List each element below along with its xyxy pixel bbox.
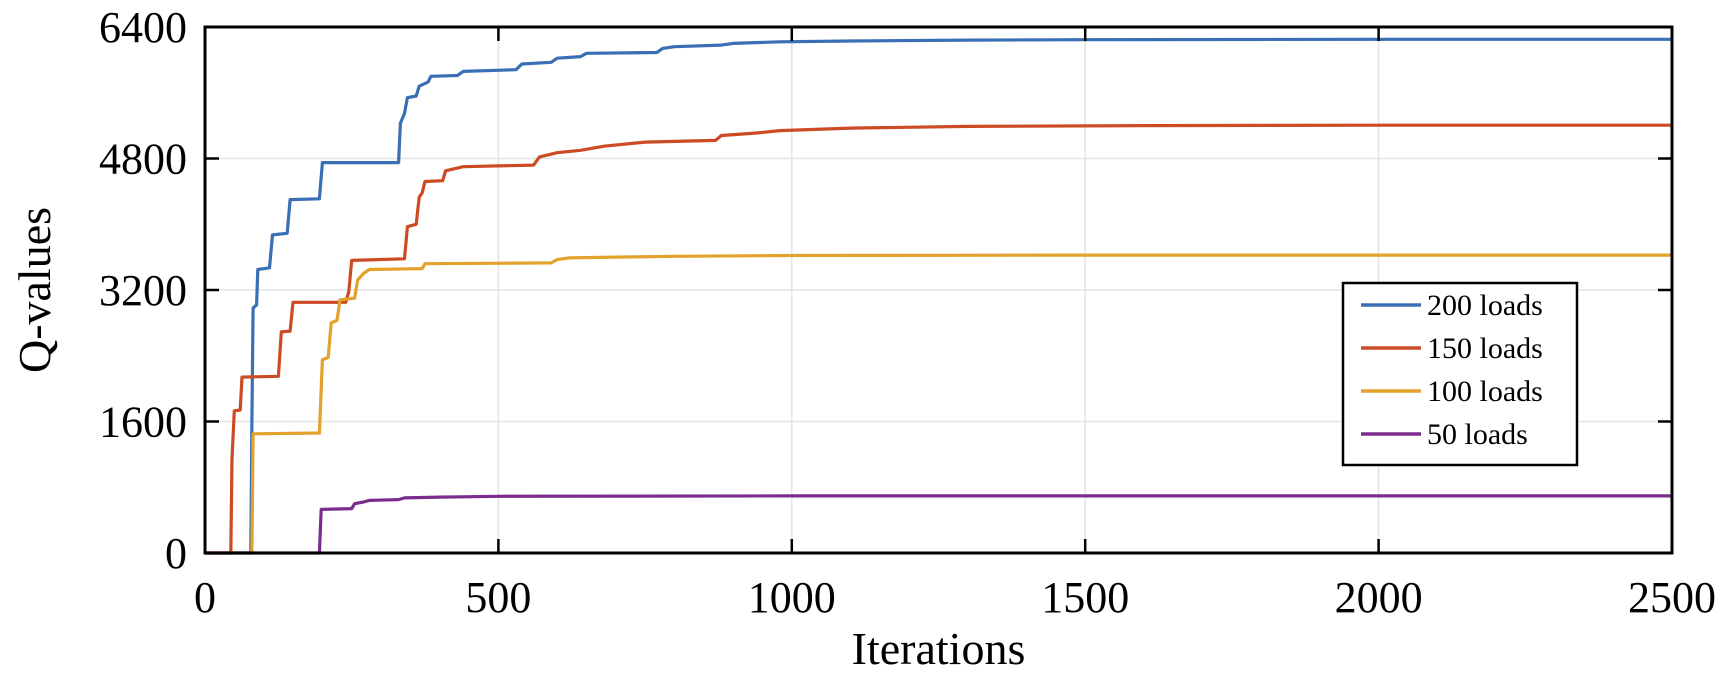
legend: 200 loads 150 loads 100 loads 50 loads bbox=[1341, 281, 1579, 467]
legend-label: 150 loads bbox=[1427, 332, 1543, 365]
x-axis-label: Iterations bbox=[852, 623, 1026, 674]
x-tick-label: 0 bbox=[194, 573, 216, 622]
legend-label: 100 loads bbox=[1427, 375, 1543, 408]
x-tick-label: 2500 bbox=[1628, 573, 1716, 622]
y-tick-label: 4800 bbox=[99, 135, 187, 184]
x-tick-labels: 0 500 1000 1500 2000 2500 bbox=[194, 573, 1716, 622]
legend-label: 200 loads bbox=[1427, 289, 1543, 322]
y-axis-label: Q-values bbox=[9, 207, 60, 373]
x-tick-label: 1500 bbox=[1041, 573, 1129, 622]
series-lines bbox=[205, 37, 1672, 555]
series-line-3 bbox=[205, 253, 1672, 555]
y-tick-label: 0 bbox=[165, 529, 187, 578]
legend-box bbox=[1341, 281, 1579, 467]
axis-ticks bbox=[203, 25, 1674, 555]
y-tick-label: 6400 bbox=[99, 3, 187, 52]
x-tick-label: 500 bbox=[465, 573, 531, 622]
y-tick-labels: 0 1600 3200 4800 6400 bbox=[99, 3, 187, 578]
legend-label: 50 loads bbox=[1427, 418, 1528, 451]
series-line-2 bbox=[205, 123, 1672, 555]
y-tick-label: 3200 bbox=[99, 266, 187, 315]
y-tick-label: 1600 bbox=[99, 398, 187, 447]
x-tick-label: 2000 bbox=[1335, 573, 1423, 622]
x-tick-label: 1000 bbox=[748, 573, 836, 622]
series-line-4 bbox=[205, 494, 1672, 555]
series-line-1 bbox=[205, 37, 1672, 555]
